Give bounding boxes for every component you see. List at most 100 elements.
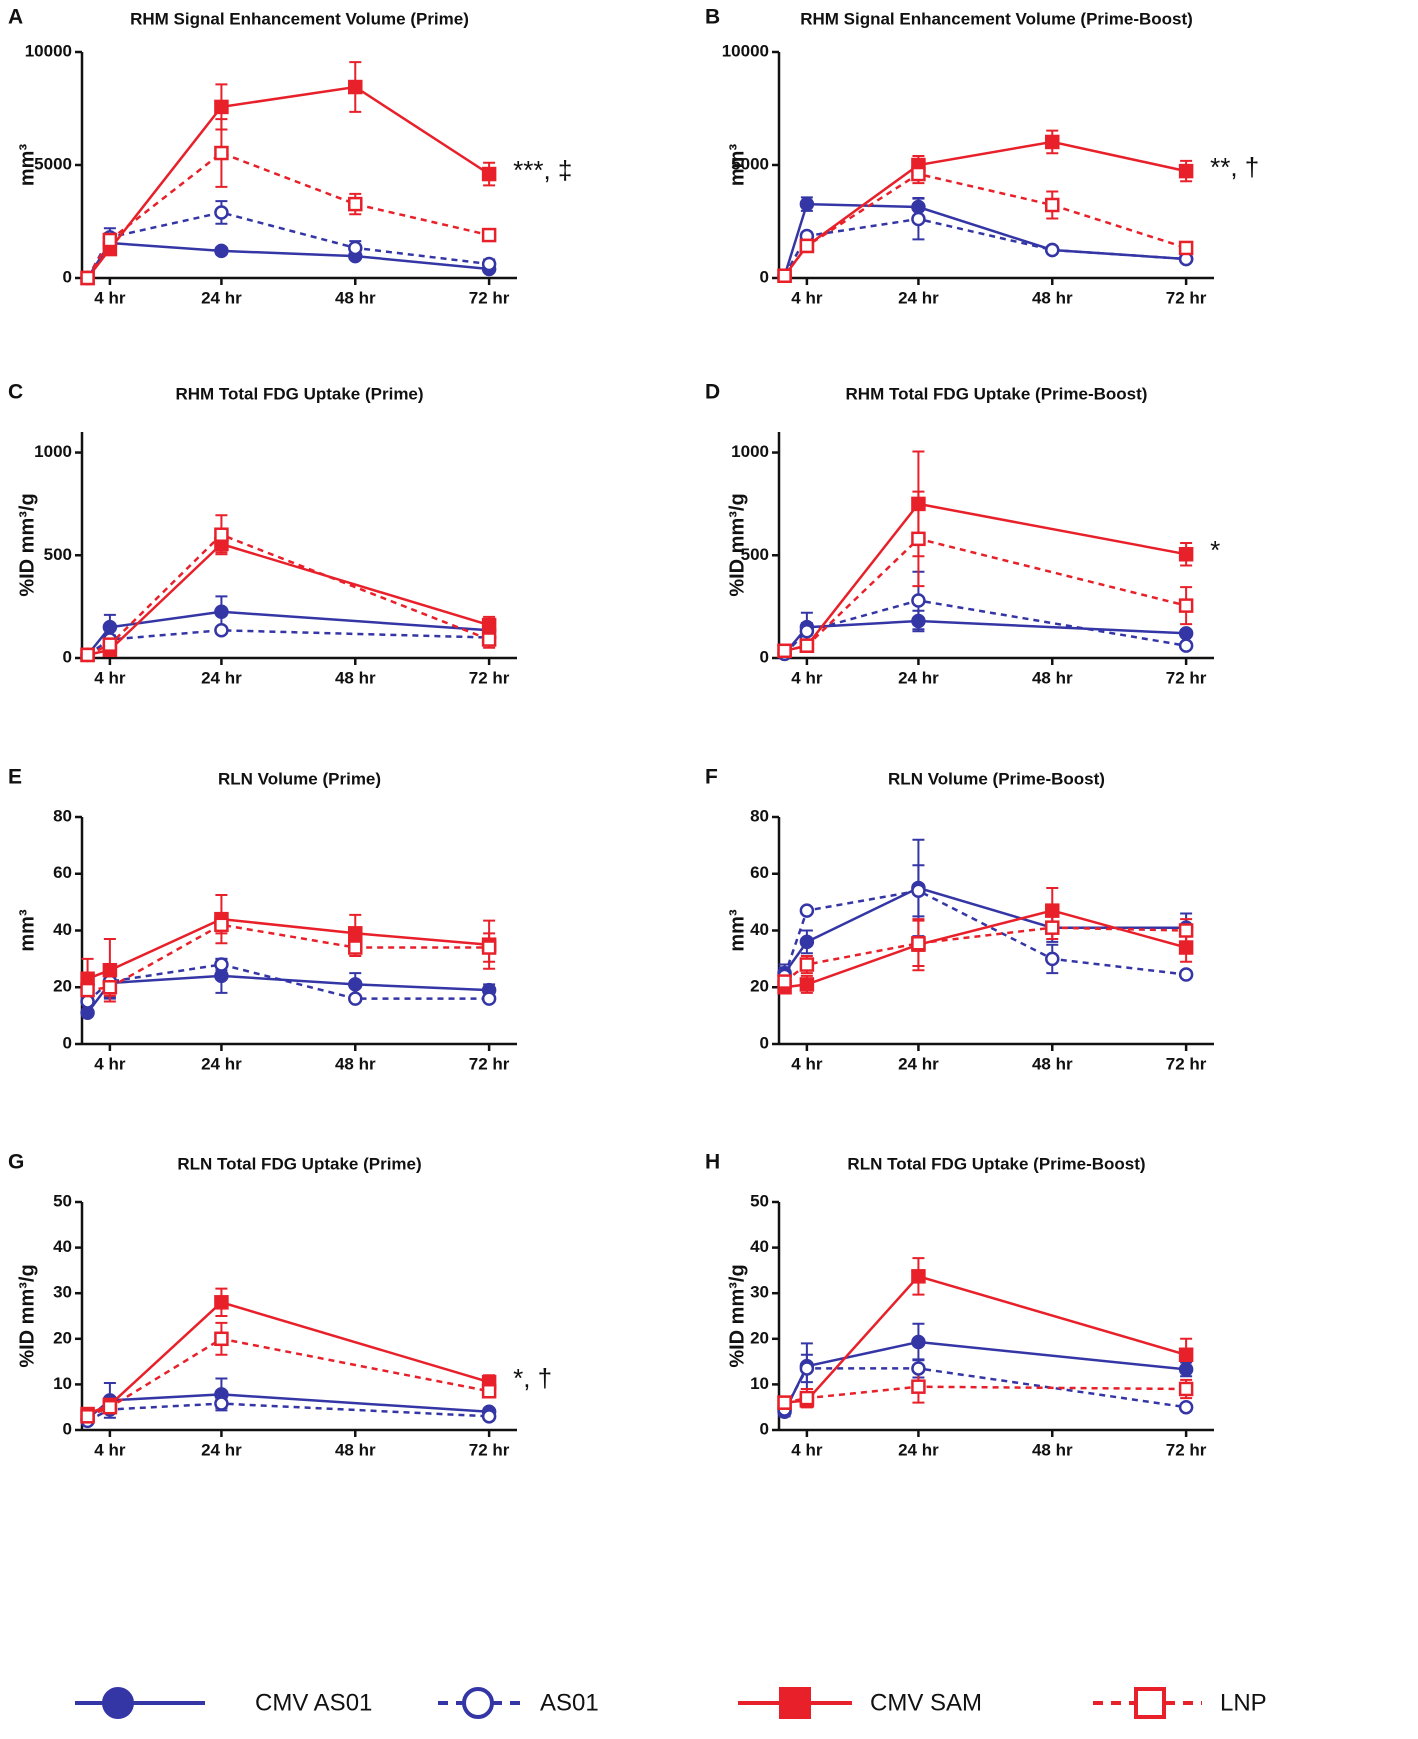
- point: [214, 243, 229, 259]
- point: [348, 977, 363, 992]
- point: [799, 934, 815, 950]
- series-line: [86, 85, 490, 279]
- series-line: [86, 241, 490, 279]
- point: [1178, 1399, 1194, 1415]
- series-line: [87, 1300, 490, 1416]
- x-tick-label: 4 hr: [94, 1054, 126, 1073]
- point: [799, 638, 815, 653]
- y-axis-label: mm³: [16, 144, 38, 187]
- series-line: [87, 533, 490, 657]
- series-line: [783, 926, 1187, 983]
- annotation: *, †: [513, 1363, 552, 1393]
- point: [777, 974, 792, 989]
- series-line: [784, 909, 1187, 989]
- legend-label: CMV AS01: [255, 1689, 372, 1716]
- x-tick-label: 48 hr: [335, 1440, 376, 1459]
- panel: F RLN Volume (Prime-Boost) mm³ 0 20 40 60 80 4 h…: [705, 766, 1214, 1073]
- series-line: [87, 542, 490, 657]
- point: [799, 903, 815, 918]
- point: [348, 196, 363, 212]
- y-tick-label: 30: [53, 1283, 72, 1302]
- series-line: [86, 151, 490, 279]
- panel-letter: E: [8, 766, 22, 789]
- point: [1045, 920, 1060, 935]
- point: [911, 883, 926, 899]
- point: [911, 1361, 926, 1376]
- point: [481, 940, 497, 955]
- point: [1178, 546, 1194, 562]
- x-tick-label: 48 hr: [335, 668, 376, 687]
- point: [214, 1396, 229, 1411]
- panel-letter: B: [705, 6, 720, 29]
- point: [777, 643, 792, 659]
- x-tick-label: 24 hr: [201, 668, 242, 687]
- y-tick-label: 20: [53, 977, 72, 996]
- chart-title: RHM Total FDG Uptake (Prime-Boost): [846, 384, 1148, 403]
- annotation: ***, ‡: [513, 155, 572, 185]
- y-tick-label: 10: [53, 1374, 72, 1393]
- point: [799, 1361, 815, 1376]
- y-axis-label: %ID mm³/g: [16, 493, 38, 596]
- point: [911, 936, 926, 951]
- point: [1178, 1381, 1194, 1397]
- y-tick-label: 40: [750, 920, 769, 939]
- point: [1178, 1362, 1194, 1377]
- series-line: [87, 917, 490, 980]
- y-tick-label: 1000: [731, 442, 769, 461]
- point: [1045, 242, 1060, 258]
- annotation: *: [1210, 535, 1220, 565]
- x-tick-label: 4 hr: [791, 1440, 823, 1459]
- panel-letter: F: [705, 766, 718, 789]
- y-tick-label: 20: [750, 977, 769, 996]
- point: [1178, 967, 1194, 982]
- x-tick-label: 48 hr: [1032, 288, 1073, 307]
- point: [348, 240, 363, 256]
- series-line: [87, 1402, 490, 1423]
- point: [799, 238, 815, 254]
- x-tick-label: 24 hr: [898, 1440, 939, 1459]
- y-tick-label: 10000: [25, 41, 72, 60]
- point: [348, 940, 363, 955]
- legend-marker: [779, 1687, 811, 1719]
- point: [481, 632, 497, 647]
- panel: D RHM Total FDG Uptake (Prime-Boost) %ID m…: [705, 381, 1220, 688]
- point: [214, 527, 229, 542]
- x-tick-label: 48 hr: [335, 1054, 376, 1073]
- y-tick-label: 20: [750, 1328, 769, 1347]
- panel: E RLN Volume (Prime) mm³ 0 20 40 60 80 4 hr 24 hr…: [8, 766, 517, 1073]
- x-tick-label: 48 hr: [335, 288, 376, 307]
- point: [911, 211, 926, 227]
- x-tick-label: 4 hr: [791, 668, 823, 687]
- series-line: [86, 211, 490, 279]
- point: [799, 1390, 815, 1406]
- series-line: [87, 923, 490, 992]
- y-axis-label: %ID mm³/g: [16, 1264, 38, 1367]
- panel: A RHM Signal Enhancement Volume (Prime) mm…: [8, 6, 572, 308]
- point: [214, 145, 229, 161]
- series-line: [86, 610, 490, 656]
- x-tick-label: 48 hr: [1032, 1054, 1073, 1073]
- point: [1178, 638, 1194, 653]
- point: [1045, 951, 1060, 967]
- y-tick-label: 0: [760, 1033, 769, 1052]
- x-tick-label: 72 hr: [1166, 668, 1207, 687]
- x-tick-label: 48 hr: [1032, 1440, 1073, 1459]
- panel: B RHM Signal Enhancement Volume (Prime-Bo…: [705, 6, 1259, 308]
- y-axis-label: %ID mm³/g: [726, 1264, 748, 1367]
- y-axis-label: mm³: [16, 909, 38, 952]
- chart-title: RHM Signal Enhancement Volume (Prime-Boo…: [800, 9, 1193, 28]
- panel-letter: H: [705, 1151, 720, 1174]
- panel-letter: A: [8, 6, 23, 29]
- annotation: **, †: [1210, 152, 1259, 182]
- point: [911, 613, 926, 629]
- point: [1045, 903, 1060, 918]
- panel: G RLN Total FDG Uptake (Prime) %ID mm³/g 0 1…: [8, 1151, 552, 1460]
- point: [348, 926, 363, 941]
- series-line: [783, 202, 1187, 277]
- x-tick-label: 24 hr: [201, 1054, 242, 1073]
- x-tick-label: 72 hr: [1166, 1440, 1207, 1459]
- legend-marker: [102, 1687, 134, 1719]
- point: [799, 957, 815, 972]
- y-tick-label: 0: [760, 1419, 769, 1438]
- y-tick-label: 0: [63, 647, 72, 666]
